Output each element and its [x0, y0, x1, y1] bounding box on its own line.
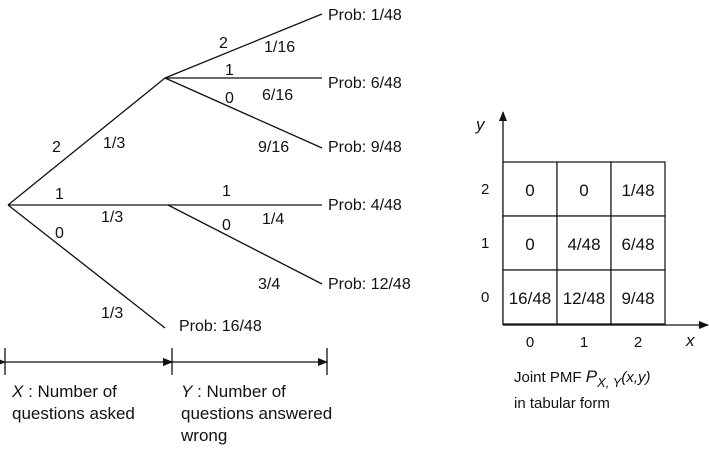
branch-x0-value: 0: [55, 225, 64, 242]
y-axis-label: y: [475, 115, 486, 134]
branch-x2-value: 2: [52, 139, 61, 156]
probability-tree: 2 1/3 1 1/3 0 1/3 2 1/16 1 6/16 0 9/16 1…: [7, 7, 411, 335]
x-description-text: : Number of: [23, 382, 117, 401]
branch-x1-y0: [167, 204, 323, 285]
branch-x2-y1-value: 1: [225, 62, 234, 79]
branch-x2-prob: 1/3: [103, 135, 125, 152]
y-description-line1: Y : Number of: [181, 382, 286, 401]
caption-args: (x,y): [621, 369, 650, 386]
caption-p: P: [586, 367, 598, 386]
pmf-value-x1-y0: 12/48: [563, 289, 606, 308]
table-cell-x1-y0: [556, 269, 612, 325]
branch-x1-value: 1: [55, 186, 64, 203]
branch-x2-y0-value: 0: [225, 90, 234, 107]
branch-x0-prob: 1/3: [101, 305, 123, 322]
branch-x2-y2-prob: 1/16: [264, 39, 295, 56]
pmf-value-x2-y2: 1/48: [621, 181, 654, 200]
stage-brackets: [0, 348, 328, 375]
outcome-x0-y0: Prob: 16/48: [179, 318, 262, 335]
table-cell-x2-y1: [610, 215, 666, 271]
branch-x2-y2-value: 2: [219, 35, 228, 52]
pmf-value-x1-y2: 0: [579, 181, 588, 200]
branch-x2-y2: [164, 13, 323, 79]
x-tick-0: 0: [526, 334, 534, 351]
branch-x0: [7, 204, 166, 329]
x-variable: X: [11, 382, 24, 401]
y-tick-2: 2: [481, 181, 489, 198]
branch-x2-y1-prob: 6/16: [262, 87, 293, 104]
table-cell-x0-y2: [502, 161, 558, 217]
pmf-value-x2-y1: 6/48: [621, 235, 654, 254]
branch-x1-y0-prob: 3/4: [258, 276, 280, 293]
joint-pmf-table: y x 0 0 1/48 0 4/48 6/48 16/48 12/48 9/4…: [475, 111, 709, 412]
branch-x1-y1-value: 1: [222, 183, 231, 200]
branch-x2-y0: [164, 77, 323, 149]
outcome-x1-y0: Prob: 12/48: [328, 276, 411, 293]
x-description-line1: X : Number of: [11, 382, 117, 401]
table-caption-line2: in tabular form: [514, 395, 610, 412]
branch-x1-y1-prob: 1/4: [262, 211, 284, 228]
x-tick-2: 2: [634, 334, 642, 351]
x-description-line2: questions asked: [12, 404, 135, 423]
y-description-text: : Number of: [192, 382, 286, 401]
y-tick-1: 1: [481, 235, 489, 252]
pmf-value-x0-y2: 0: [525, 181, 534, 200]
pmf-value-x1-y1: 4/48: [567, 235, 600, 254]
table-caption-line1: Joint PMF PX, Y(x,y): [514, 367, 651, 390]
pmf-value-x0-y0: 16/48: [509, 289, 552, 308]
branch-x1-prob: 1/3: [101, 209, 123, 226]
x-tick-1: 1: [580, 334, 588, 351]
branch-x2-y0-prob: 9/16: [258, 139, 289, 156]
outcome-x1-y1: Prob: 4/48: [328, 197, 402, 214]
y-tick-0: 0: [481, 289, 489, 306]
caption-prefix: Joint PMF: [514, 369, 586, 386]
outcome-x2-y2: Prob: 1/48: [328, 7, 402, 24]
pmf-value-x2-y0: 9/48: [621, 289, 654, 308]
outcome-x2-y0: Prob: 9/48: [328, 139, 402, 156]
pmf-value-x0-y1: 0: [525, 235, 534, 254]
branch-x1-y0-value: 0: [222, 217, 231, 234]
outcome-x2-y1: Prob: 6/48: [328, 75, 402, 92]
caption-subscript: X, Y: [596, 375, 623, 390]
x-axis-label: x: [685, 331, 695, 350]
y-description-line3: wrong: [180, 426, 227, 445]
branch-x2: [7, 77, 166, 206]
y-description-line2: questions answered: [181, 404, 332, 423]
y-variable: Y: [181, 382, 194, 401]
table-cell-x0-y0: [502, 269, 558, 325]
table-cell-x2-y0: [610, 269, 666, 325]
